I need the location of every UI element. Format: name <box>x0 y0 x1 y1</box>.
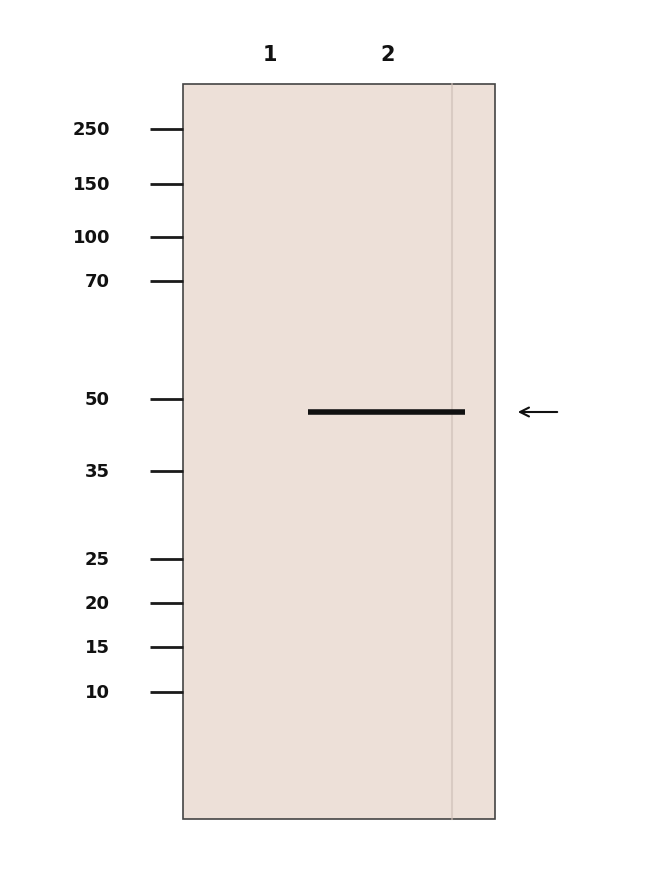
Text: 15: 15 <box>85 638 110 656</box>
Text: 250: 250 <box>73 121 110 139</box>
Text: 25: 25 <box>85 550 110 568</box>
Text: 2: 2 <box>381 45 395 65</box>
Text: 20: 20 <box>85 594 110 613</box>
Text: 150: 150 <box>73 176 110 194</box>
Text: 1: 1 <box>263 45 278 65</box>
Bar <box>183 85 495 819</box>
Text: 70: 70 <box>85 273 110 290</box>
Text: 100: 100 <box>73 229 110 247</box>
Text: 50: 50 <box>85 390 110 408</box>
Text: 10: 10 <box>85 683 110 701</box>
Text: 35: 35 <box>85 462 110 481</box>
